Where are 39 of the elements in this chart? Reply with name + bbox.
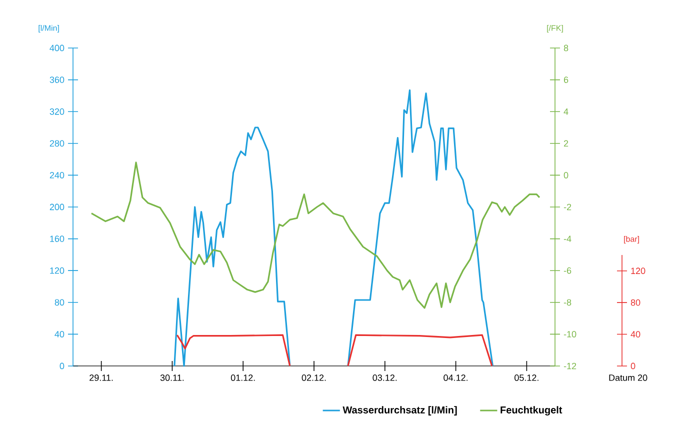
y2-tick-label: 8	[564, 44, 568, 52]
y-tick-label: 400	[50, 44, 64, 52]
y-tick-label: 360	[50, 76, 64, 83]
x-tick-label: 02.12.	[302, 374, 326, 381]
y2-tick-label: -12	[564, 362, 576, 370]
y3-tick-label: 40	[630, 331, 640, 338]
y3-tick-label: 80	[630, 299, 640, 306]
y2-tick-label: -6	[564, 267, 572, 274]
y-tick-label: 160	[50, 236, 64, 242]
y2-tick-label: -10	[564, 330, 576, 338]
y2-tick-label: -8	[564, 299, 572, 306]
y-tick-label: 0	[60, 362, 64, 370]
y3-axis-title: [bar]	[624, 236, 639, 244]
x-tick-label: 30.11.	[160, 374, 184, 381]
y2-tick-label: 2	[564, 140, 568, 147]
x-tick-label: 29.11.	[90, 374, 113, 381]
legend-label: Wasserdurchsatz [l/Min]	[342, 406, 457, 416]
x-tick-label: 03.12.	[372, 374, 397, 381]
y-tick-label: 40	[54, 330, 64, 338]
y2-tick-label: 6	[564, 76, 568, 83]
y2-tick-label: -4	[564, 236, 572, 242]
y2-tick-label: 0	[564, 172, 568, 178]
x-tick-label: 04.12.	[444, 374, 468, 381]
x-tick-label: 01.12.	[230, 374, 255, 381]
y2-tick-label: 4	[564, 108, 568, 115]
legend-label: Feuchtkugelt	[500, 406, 562, 416]
y-tick-label: 280	[50, 140, 64, 147]
y3-tick-label: 120	[631, 268, 646, 274]
y-tick-label: 200	[50, 204, 64, 210]
y-tick-label: 120	[50, 267, 64, 274]
y-tick-label: 240	[50, 172, 64, 178]
y-axis-title: [l/Min]	[38, 25, 59, 32]
y3-tick-label: 0	[630, 362, 636, 370]
y-tick-label: 80	[54, 299, 64, 306]
y2-tick-label: -2	[564, 204, 572, 210]
x-axis-title: Datum 20	[609, 374, 648, 381]
y-tick-label: 320	[50, 108, 64, 115]
y2-axis-title: [/FK]	[547, 25, 563, 32]
x-tick-label: 05.12.	[514, 374, 538, 381]
